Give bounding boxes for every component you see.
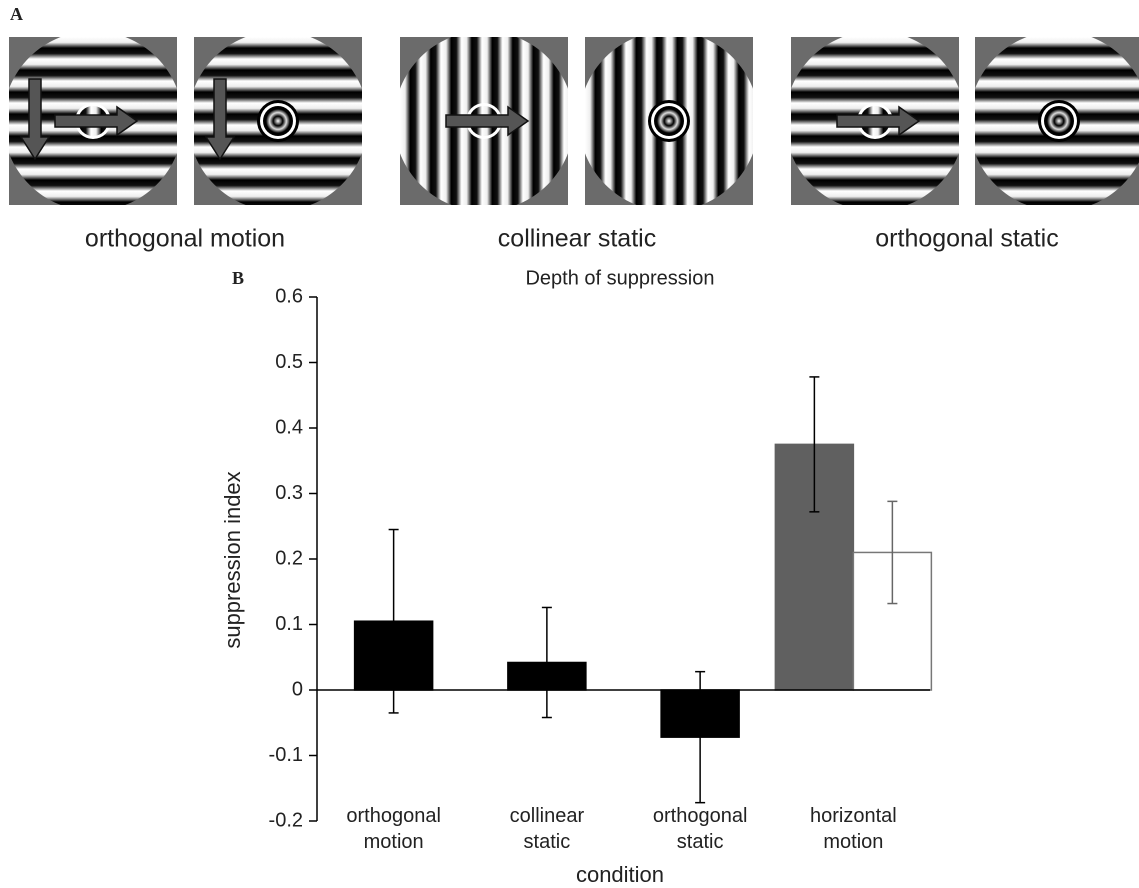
y-tick-label: -0.2 [269, 809, 303, 831]
x-tick-label: collinear static [509, 805, 585, 853]
chart-title: Depth of suppression [525, 267, 714, 289]
y-tick-label: -0.1 [269, 744, 303, 766]
stimulus-caption: orthogonal static [875, 225, 1058, 253]
stimulus [791, 37, 959, 205]
panel-label: B [232, 268, 244, 288]
x-axis-label: condition [576, 862, 664, 887]
y-tick-label: 0.4 [275, 416, 303, 438]
y-tick-label: 0.6 [275, 285, 303, 307]
stimulus-caption: orthogonal motion [85, 225, 285, 253]
stimulus [194, 37, 362, 205]
y-axis-label: suppression index [220, 471, 245, 648]
panel-label: A [10, 4, 23, 24]
y-tick-label: 0.1 [275, 613, 303, 635]
stimulus [975, 37, 1139, 205]
stimulus-caption: collinear static [498, 225, 656, 253]
x-tick-label: orthogonal motion [346, 805, 441, 853]
y-tick-label: 0.2 [275, 547, 303, 569]
y-tick-label: 0.3 [275, 482, 303, 504]
stimulus [585, 37, 753, 205]
y-tick-label: 0 [292, 678, 303, 700]
stimulus [400, 37, 568, 205]
x-tick-label: horizontal motion [810, 805, 897, 853]
x-tick-label: orthogonal static [652, 805, 748, 853]
y-tick-label: 0.5 [275, 351, 303, 373]
stimulus [9, 37, 177, 205]
